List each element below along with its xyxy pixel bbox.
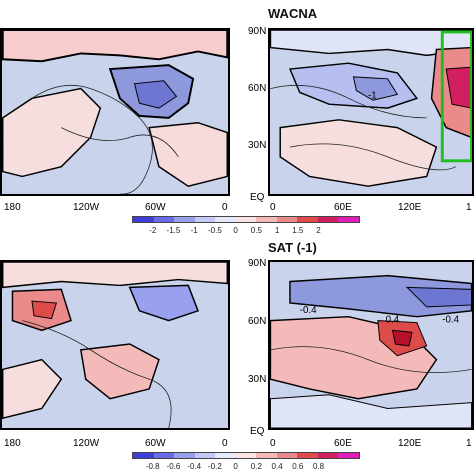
colorbar-bottom-swatch	[317, 453, 339, 458]
colorbar-top-ticks: -2 -1.5 -1 -0.5 0 0.5 1 1.5 2	[132, 226, 360, 238]
y-tick-top-right-1: 90N	[248, 26, 267, 37]
colorbar-bottom-tick-label: 0	[233, 462, 238, 471]
map-bottom-right-svg: -0.4 0.4 -0.4	[270, 262, 472, 428]
x-tick-bottom-right-2: 60E	[334, 438, 352, 449]
colorbar-bottom-swatch	[174, 453, 195, 458]
colorbar-top-swatch	[317, 217, 339, 222]
colorbar-top-swatch	[215, 217, 236, 222]
colorbar-top	[132, 216, 360, 223]
contour-label-bottom-right-2: 0.4	[386, 315, 400, 326]
colorbar-top-tick-label: 0	[233, 226, 238, 235]
colorbar-top-swatch	[235, 217, 257, 222]
colorbar-top-swatch	[174, 217, 195, 222]
x-tick-top-right-4: 1	[466, 202, 472, 213]
y-tick-bottom-right-3: 30N	[248, 374, 267, 385]
colorbar-top-tick-label: 1.5	[292, 226, 304, 235]
y-tick-bottom-right-2: 60N	[248, 316, 267, 327]
colorbar-top-swatch	[338, 217, 360, 222]
colorbar-top-tick-label: 0.5	[250, 226, 262, 235]
map-bottom-left-svg	[2, 262, 228, 428]
y-tick-bottom-right-4: EQ	[250, 426, 265, 437]
colorbar-bottom-tick-label: 0.2	[250, 462, 262, 471]
x-tick-top-left-4: 0	[222, 202, 228, 213]
x-tick-bottom-right-1: 0	[270, 438, 276, 449]
colorbar-top-swatch	[276, 217, 298, 222]
colorbar-top-tick-label: 2	[316, 226, 321, 235]
x-tick-top-left-1: 180	[4, 202, 21, 213]
y-tick-top-right-3: 30N	[248, 140, 267, 151]
x-tick-bottom-left-3: 60W	[145, 438, 166, 449]
map-panel-bottom-right: -0.4 0.4 -0.4	[268, 260, 474, 430]
panel-title-wacna: WACNA	[268, 6, 318, 21]
colorbar-bottom-tick-label: -0.6	[166, 462, 181, 471]
map-panel-bottom-left	[0, 260, 230, 430]
x-tick-top-right-3: 120E	[398, 202, 422, 213]
colorbar-top-tick-label: -2	[149, 226, 157, 235]
colorbar-bottom-tick-label: 0.8	[312, 462, 325, 471]
colorbar-bottom-swatch	[235, 453, 257, 458]
colorbar-top-swatch	[153, 217, 175, 222]
x-tick-bottom-left-1: 180	[4, 438, 21, 449]
colorbar-bottom-swatch	[338, 453, 360, 458]
map-top-left-svg	[2, 30, 228, 194]
colorbar-bottom-swatch	[297, 453, 318, 458]
colorbar-bottom-tick-label: 0.6	[292, 462, 304, 471]
x-tick-bottom-left-2: 120W	[73, 438, 100, 449]
colorbar-bottom-swatch	[215, 453, 236, 458]
contour-label-top-right: -1	[368, 90, 377, 101]
panel-title-sat: SAT (-1)	[268, 240, 317, 255]
colorbar-top-tick-label: 1	[274, 226, 280, 235]
colorbar-bottom-swatch	[153, 453, 175, 458]
colorbar-bottom-swatch	[194, 453, 216, 458]
colorbar-bottom	[132, 452, 360, 459]
contour-label-bottom-right-1: -0.4	[300, 305, 317, 316]
y-tick-bottom-right-1: 90N	[248, 258, 267, 269]
y-tick-top-right-4: EQ	[250, 192, 265, 203]
colorbar-bottom-tick-label: -0.4	[187, 462, 202, 471]
colorbar-bottom-tick-label: 0.4	[271, 462, 283, 471]
colorbar-top-swatch	[133, 217, 154, 222]
x-tick-bottom-right-3: 120E	[398, 438, 422, 449]
colorbar-top-tick-label: -1	[190, 226, 198, 235]
colorbar-bottom-swatch	[256, 453, 277, 458]
colorbar-bottom-tick-label: -0.8	[145, 462, 160, 471]
colorbar-bottom-swatch	[133, 453, 154, 458]
colorbar-bottom-ticks: -0.8 -0.6 -0.4 -0.2 0 0.2 0.4 0.6 0.8	[132, 462, 360, 474]
colorbar-top-tick-label: -0.5	[208, 226, 222, 235]
colorbar-bottom-swatch	[276, 453, 298, 458]
y-tick-top-right-2: 60N	[248, 83, 267, 94]
colorbar-top-swatch	[256, 217, 277, 222]
colorbar-top-swatch	[297, 217, 318, 222]
x-tick-top-left-3: 60W	[145, 202, 166, 213]
map-top-right-svg: -1	[270, 30, 472, 194]
map-panel-top-right: -1	[268, 28, 474, 196]
x-tick-top-right-2: 60E	[334, 202, 352, 213]
colorbar-top-tick-label: -1.5	[166, 226, 181, 235]
map-panel-top-left	[0, 28, 230, 196]
colorbar-top-swatch	[194, 217, 216, 222]
x-tick-top-right-1: 0	[270, 202, 276, 213]
x-tick-bottom-right-4: 1	[466, 438, 472, 449]
contour-label-bottom-right-3: -0.4	[442, 315, 459, 326]
x-tick-top-left-2: 120W	[73, 202, 100, 213]
colorbar-bottom-tick-label: -0.2	[208, 462, 222, 471]
x-tick-bottom-left-4: 0	[222, 438, 228, 449]
